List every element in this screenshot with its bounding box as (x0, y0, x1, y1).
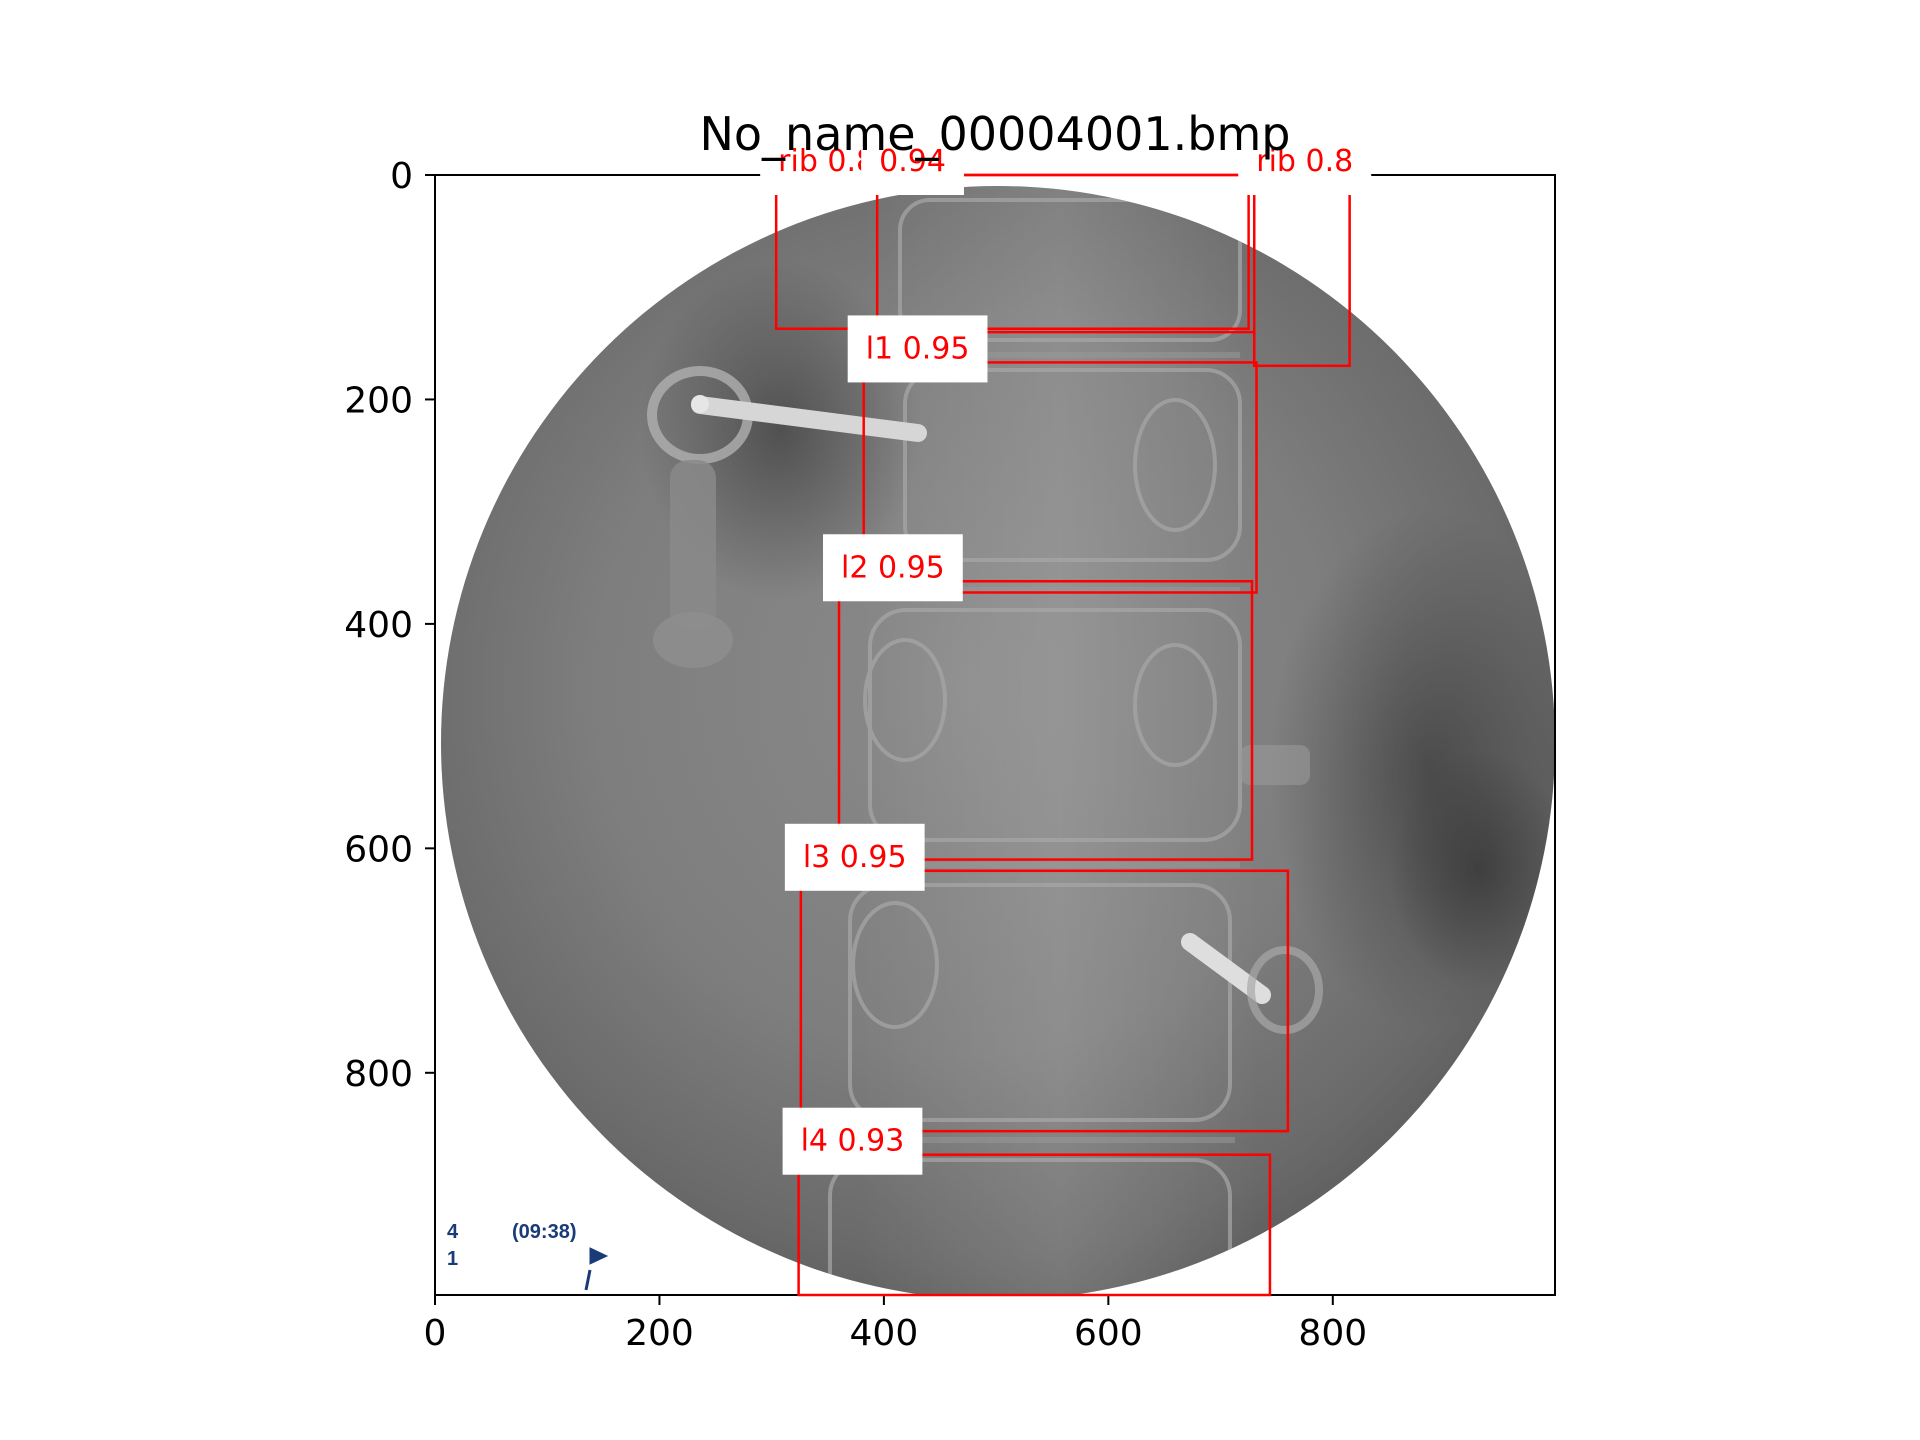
detection-label-l1: l1 0.95 (847, 315, 988, 383)
overlay-index-1: 4 (447, 1221, 459, 1243)
detection-label-rib-080: rib 0.8 (1238, 128, 1372, 195)
y-tick-label: 400 (344, 605, 413, 646)
detection-label-rib-094: 0.94 (861, 128, 964, 195)
y-axis: 0 200 400 600 800 (344, 156, 435, 1095)
detection-box-l1 (862, 361, 1258, 594)
x-tick-label: 400 (850, 1313, 919, 1354)
detection-box-l2 (837, 580, 1254, 861)
label-text: l3 0.95 (803, 840, 907, 875)
x-tick-label: 0 (424, 1313, 447, 1354)
label-background (1238, 128, 1372, 195)
x-tick-label: 800 (1298, 1313, 1367, 1354)
x-tick-label: 200 (625, 1313, 694, 1354)
label-text: rib 0.8 (1256, 144, 1353, 179)
overlay-index-2: 1 (447, 1248, 458, 1270)
x-axis: 0 200 400 600 800 (424, 1295, 1367, 1354)
image-overlay: 4 (09:38) 1 (447, 1221, 609, 1291)
xray-image: 4 (09:38) 1 (435, 175, 1555, 1295)
figure-title: No_name_00004001.bmp (700, 107, 1291, 161)
detection-label-l4: l4 0.93 (782, 1107, 923, 1175)
label-text: l4 0.93 (801, 1124, 905, 1159)
y-tick-label: 0 (390, 156, 413, 197)
label-background (784, 823, 925, 891)
y-tick-label: 600 (344, 829, 413, 870)
y-tick-label: 200 (344, 380, 413, 421)
y-tick-label: 800 (344, 1054, 413, 1095)
detection-box-l4 (797, 1153, 1272, 1297)
overlay-timestamp: (09:38) (512, 1221, 576, 1243)
label-background (861, 128, 964, 195)
vertebra-shapes (828, 198, 1242, 1295)
pedicle-screw-upper (691, 396, 927, 442)
label-text: l2 0.95 (841, 550, 945, 585)
label-text: 0.94 (879, 144, 946, 179)
detection-label-l3: l3 0.95 (784, 823, 925, 891)
x-tick-label: 600 (1074, 1313, 1143, 1354)
detection-box-l3 (799, 869, 1290, 1133)
label-background (847, 315, 988, 383)
label-background (823, 534, 963, 602)
label-text: l1 0.95 (866, 331, 970, 366)
label-background (782, 1107, 923, 1175)
detection-label-l2: l2 0.95 (823, 534, 963, 602)
flag-icon (584, 1247, 609, 1291)
